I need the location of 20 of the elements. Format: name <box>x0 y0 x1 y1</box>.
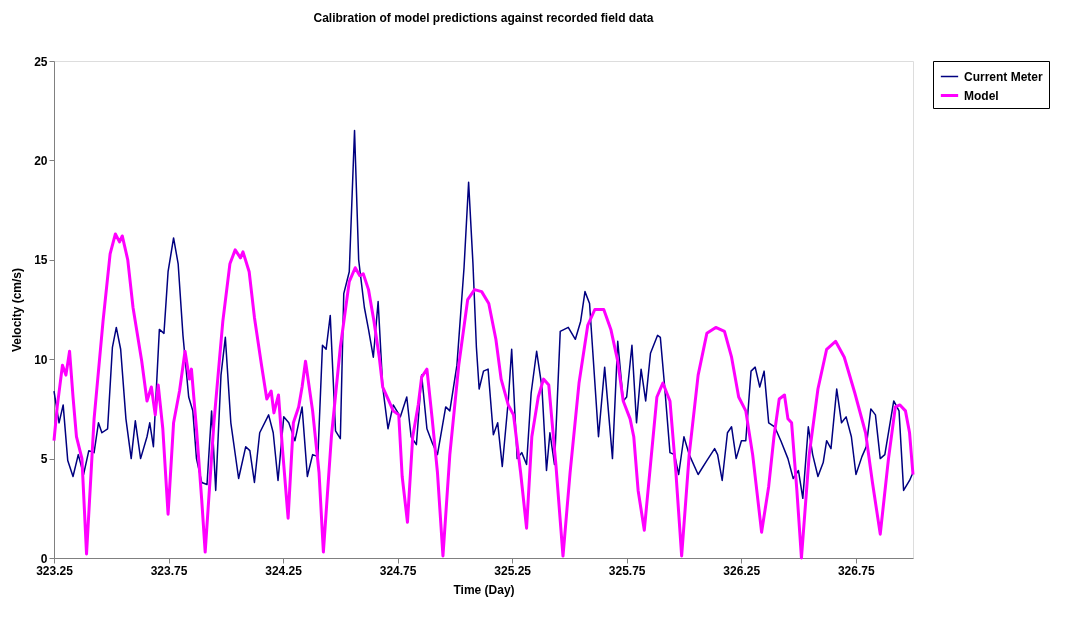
x-tick-label: 326.25 <box>723 563 761 578</box>
line-series <box>53 129 914 500</box>
chart-title: Calibration of model predictions against recorded field data <box>313 11 654 25</box>
y-tick-label: 15 <box>34 253 48 268</box>
y-tick-label: 25 <box>34 54 48 69</box>
x-tick-label: 325.75 <box>608 563 646 578</box>
x-tick-label: 323.75 <box>150 563 188 578</box>
x-tick-label: 324.25 <box>265 563 303 578</box>
legend-label: Current Meter <box>964 69 1044 84</box>
y-tick-label: 20 <box>34 153 48 168</box>
y-tick-label: 0 <box>40 551 48 566</box>
y-tick-label: 10 <box>34 352 48 367</box>
x-axis-title: Time (Day) <box>453 582 515 597</box>
x-tick-label: 323.25 <box>36 563 74 578</box>
y-tick-label: 5 <box>40 452 48 467</box>
y-axis-title: Velocity (cm/s) <box>10 267 25 353</box>
legend-label: Model <box>964 88 999 103</box>
x-tick-label: 324.75 <box>379 563 417 578</box>
x-tick-label: 325.25 <box>494 563 532 578</box>
x-tick-label: 326.75 <box>837 563 875 578</box>
